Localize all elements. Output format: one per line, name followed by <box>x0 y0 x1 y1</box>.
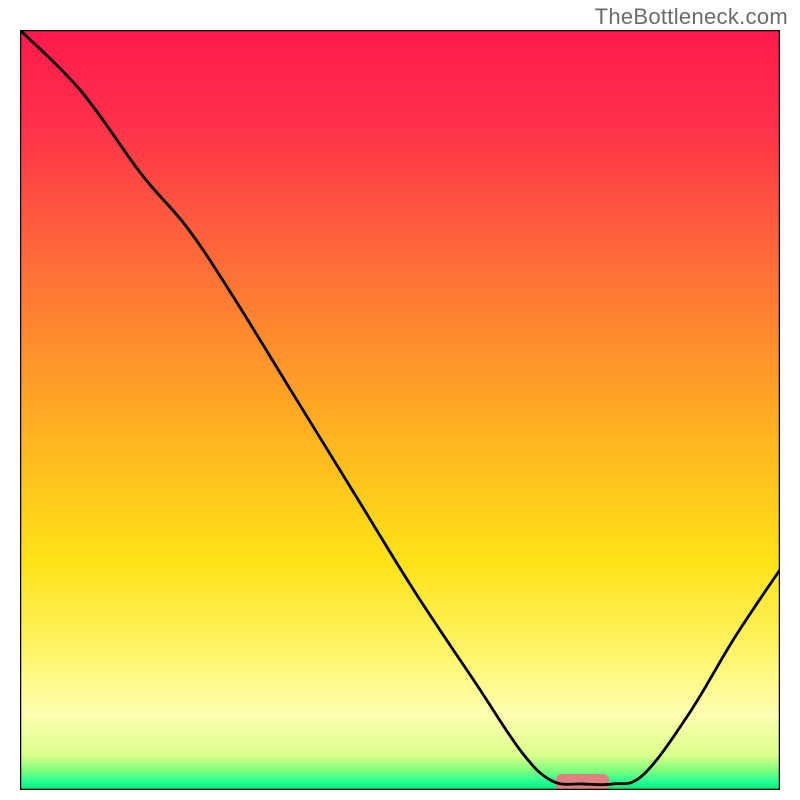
watermark-text: TheBottleneck.com <box>595 4 788 30</box>
chart-container: TheBottleneck.com <box>0 0 800 800</box>
chart-background <box>20 30 780 790</box>
optimal-marker <box>556 774 609 790</box>
bottleneck-chart <box>20 30 780 790</box>
chart-svg <box>20 30 780 790</box>
